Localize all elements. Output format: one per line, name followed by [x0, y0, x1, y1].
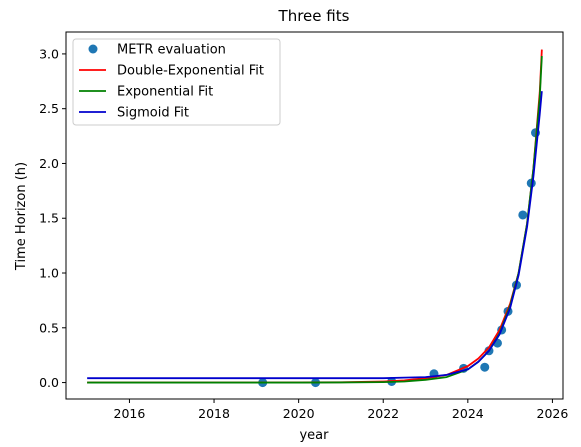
- y-tick-label-1: 0.5: [39, 320, 59, 335]
- y-tick-label-4: 2.0: [39, 156, 59, 171]
- x-tick-label-5: 2026: [537, 406, 569, 421]
- chart-title: Three fits: [278, 7, 350, 25]
- y-tick-label-2: 1.0: [39, 266, 59, 281]
- x-axis-label: year: [299, 428, 329, 443]
- plot-inner: [87, 49, 543, 388]
- legend-marker-scatter: [88, 44, 98, 54]
- legend-label-scatter: METR evaluation: [117, 43, 226, 58]
- y-tick-label-5: 2.5: [39, 101, 59, 116]
- y-axis-label: Time Horizon (h): [14, 162, 29, 271]
- legend-label-0: Double-Exponential Fit: [117, 64, 264, 79]
- x-tick-label-0: 2016: [114, 406, 146, 421]
- legend-label-1: Exponential Fit: [117, 85, 213, 100]
- axes: 2016 2018 2020 2022 2024 2026 0.0 0.5 1.0 1.5 2.0 2…: [39, 31, 569, 421]
- legend-box: [72, 38, 281, 126]
- scatter-point-5: [480, 362, 490, 372]
- legend: METR evaluation Double-Exponential Fit Exp…: [72, 38, 281, 126]
- plot-area: [87, 49, 543, 388]
- x-tick-label-1: 2018: [198, 406, 230, 421]
- y-tick-label-6: 3.0: [39, 46, 59, 61]
- legend-label-2: Sigmoid Fit: [117, 106, 189, 121]
- x-tick-label-3: 2022: [367, 406, 399, 421]
- y-tick-label-3: 1.5: [39, 211, 59, 226]
- x-tick-label-2: 2020: [283, 406, 315, 421]
- y-tick-label-0: 0.0: [39, 375, 59, 390]
- axes-frame: [65, 31, 564, 400]
- scatter-point-11: [518, 210, 528, 220]
- x-tick-label-4: 2024: [452, 406, 484, 421]
- series-line-2: [87, 91, 543, 380]
